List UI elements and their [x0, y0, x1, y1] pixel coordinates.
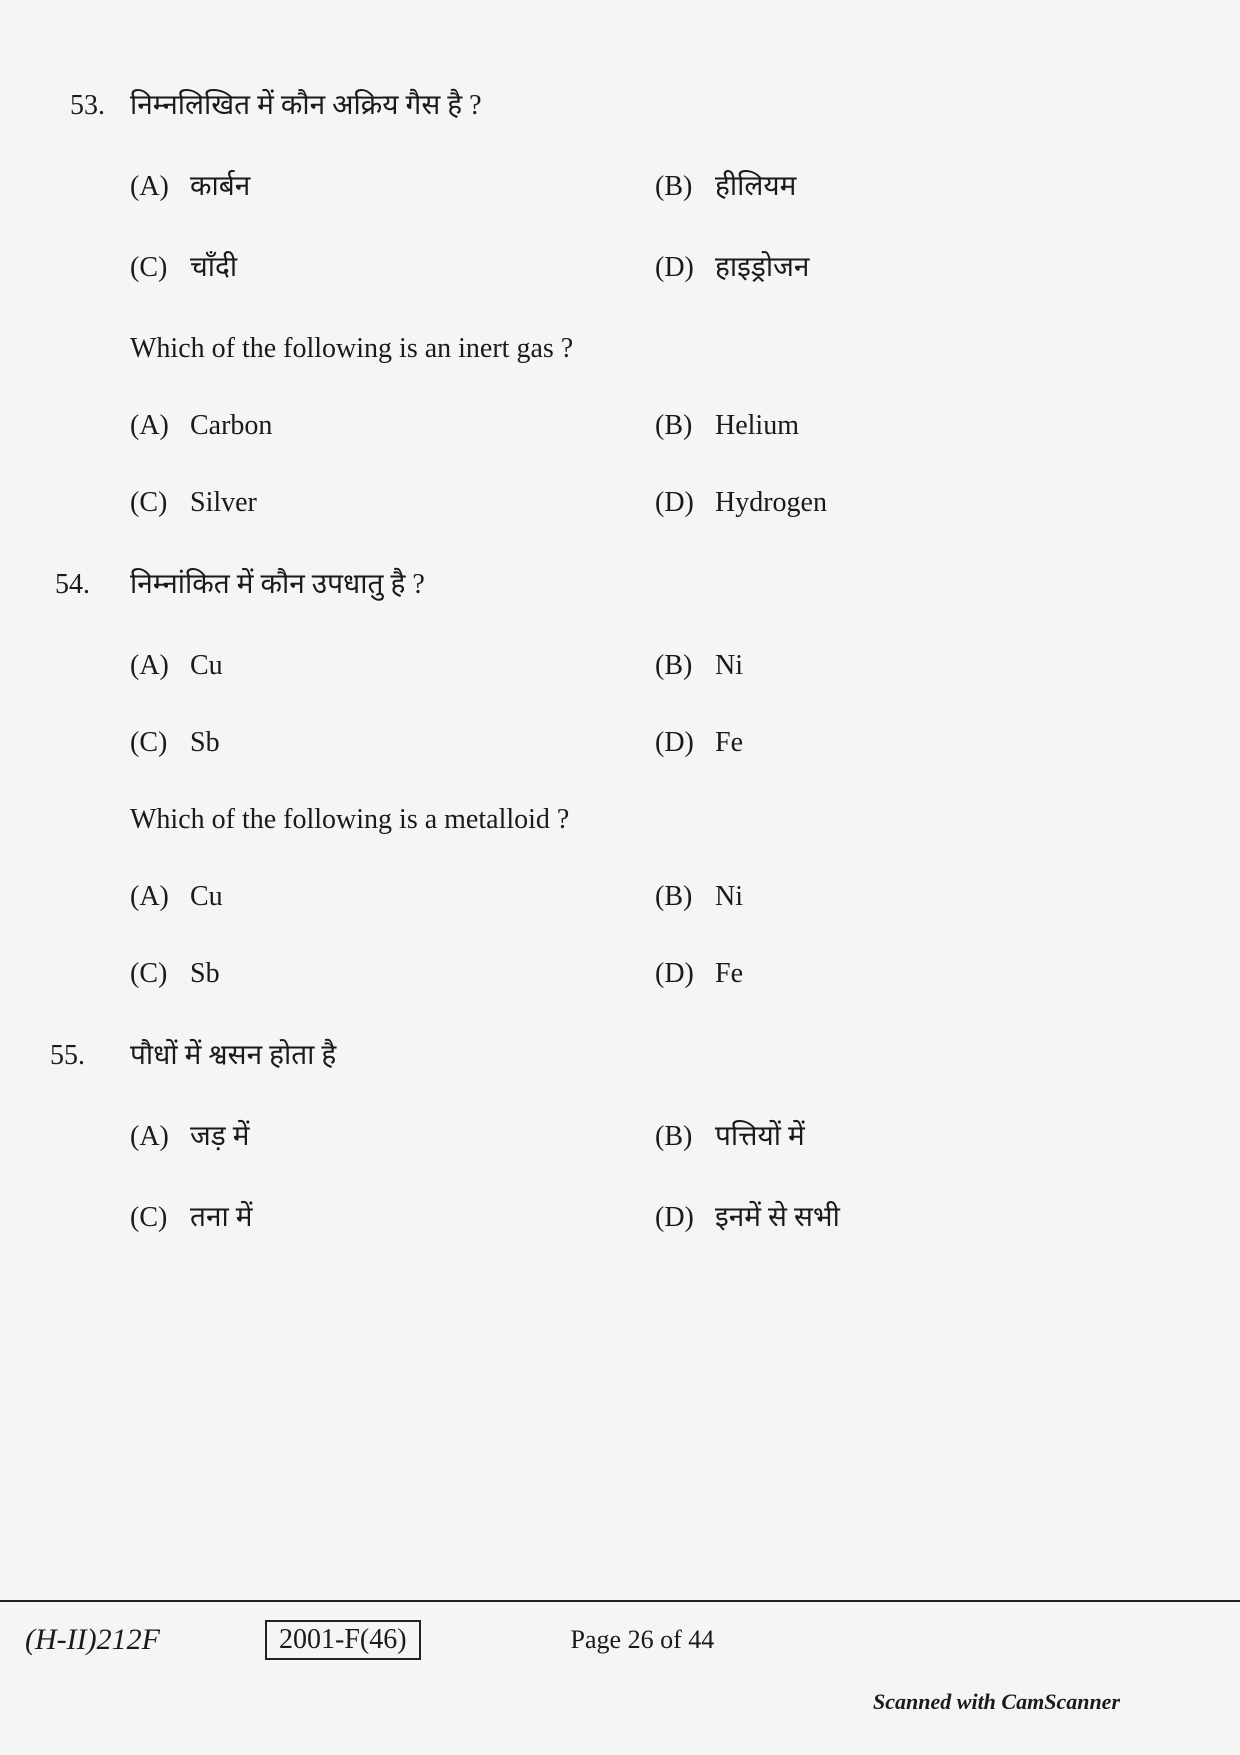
option-text: Ni	[715, 650, 1180, 682]
question-number: 53.	[50, 90, 130, 122]
option-text: Cu	[190, 650, 655, 682]
option-label: (C)	[130, 958, 190, 990]
option-label: (C)	[130, 1202, 190, 1234]
footer-code-left: (H-II)212F	[25, 1623, 265, 1657]
option-a: (A) जड़ में	[130, 1121, 655, 1157]
page-footer: (H-II)212F 2001-F(46) Page 26 of 44	[0, 1600, 1240, 1660]
options-row: (A) Carbon (B) Helium	[130, 410, 1180, 442]
question-number: 54.	[50, 569, 130, 601]
options-row: (A) Cu (B) Ni	[130, 650, 1180, 682]
option-label: (A)	[130, 171, 190, 203]
option-a: (A) Cu	[130, 650, 655, 682]
option-label: (B)	[655, 1121, 715, 1153]
question-53: 53. निम्नलिखित में कौन अक्रिय गैस है ? (…	[50, 90, 1180, 519]
option-text: Sb	[190, 958, 655, 990]
option-label: (A)	[130, 410, 190, 442]
question-text-hi: निम्नलिखित में कौन अक्रिय गैस है ?	[130, 90, 1180, 126]
option-text: चाँदी	[190, 252, 655, 288]
option-label: (D)	[655, 958, 715, 990]
option-text: Helium	[715, 410, 1180, 442]
option-c: (C) तना में	[130, 1202, 655, 1238]
option-text: Cu	[190, 881, 655, 913]
footer-code-mid: 2001-F(46)	[265, 1620, 421, 1660]
option-text: Fe	[715, 727, 1180, 759]
option-d: (D) Fe	[655, 958, 1180, 990]
options-row: (A) Cu (B) Ni	[130, 881, 1180, 913]
option-text: Fe	[715, 958, 1180, 990]
option-b: (B) Ni	[655, 881, 1180, 913]
option-c: (C) Silver	[130, 487, 655, 519]
exam-page: 53. निम्नलिखित में कौन अक्रिय गैस है ? (…	[0, 0, 1240, 1755]
question-text-en: Which of the following is a metalloid ?	[130, 804, 1180, 836]
footer-page-number: Page 26 of 44	[571, 1625, 715, 1655]
option-text: तना में	[190, 1202, 655, 1238]
options-row: (C) चाँदी (D) हाइड्रोजन	[130, 252, 1180, 288]
option-b: (B) Helium	[655, 410, 1180, 442]
option-label: (B)	[655, 410, 715, 442]
option-text: कार्बन	[190, 171, 655, 207]
option-text: जड़ में	[190, 1121, 655, 1157]
option-d: (D) Hydrogen	[655, 487, 1180, 519]
option-text: हाइड्रोजन	[715, 252, 1180, 288]
option-a: (A) कार्बन	[130, 171, 655, 207]
option-label: (D)	[655, 727, 715, 759]
option-label: (A)	[130, 881, 190, 913]
question-text-hi: पौधों में श्वसन होता है	[130, 1040, 1180, 1076]
options-row: (A) कार्बन (B) हीलियम	[130, 171, 1180, 207]
option-text: Sb	[190, 727, 655, 759]
scanned-watermark: Scanned with CamScanner	[873, 1689, 1120, 1715]
option-d: (D) Fe	[655, 727, 1180, 759]
option-a: (A) Cu	[130, 881, 655, 913]
option-label: (C)	[130, 487, 190, 519]
option-text: Ni	[715, 881, 1180, 913]
options-row: (C) तना में (D) इनमें से सभी	[130, 1202, 1180, 1238]
options-row: (A) जड़ में (B) पत्तियों में	[130, 1121, 1180, 1157]
option-text: इनमें से सभी	[715, 1202, 1180, 1238]
option-text: Carbon	[190, 410, 655, 442]
question-row: 55. पौधों में श्वसन होता है	[50, 1040, 1180, 1076]
option-label: (B)	[655, 171, 715, 203]
option-text: पत्तियों में	[715, 1121, 1180, 1157]
options-row: (C) Sb (D) Fe	[130, 727, 1180, 759]
option-label: (B)	[655, 881, 715, 913]
option-d: (D) इनमें से सभी	[655, 1202, 1180, 1238]
question-number: 55.	[50, 1040, 130, 1072]
option-label: (D)	[655, 252, 715, 284]
option-label: (D)	[655, 487, 715, 519]
option-c: (C) Sb	[130, 958, 655, 990]
question-54: 54. निम्नांकित में कौन उपधातु है ? (A) C…	[50, 569, 1180, 990]
option-label: (A)	[130, 650, 190, 682]
option-d: (D) हाइड्रोजन	[655, 252, 1180, 288]
options-row: (C) Sb (D) Fe	[130, 958, 1180, 990]
option-b: (B) Ni	[655, 650, 1180, 682]
option-b: (B) पत्तियों में	[655, 1121, 1180, 1157]
option-c: (C) Sb	[130, 727, 655, 759]
question-text-en: Which of the following is an inert gas ?	[130, 333, 1180, 365]
question-row: 53. निम्नलिखित में कौन अक्रिय गैस है ?	[50, 90, 1180, 126]
option-c: (C) चाँदी	[130, 252, 655, 288]
question-row: 54. निम्नांकित में कौन उपधातु है ?	[50, 569, 1180, 605]
option-b: (B) हीलियम	[655, 171, 1180, 207]
option-label: (A)	[130, 1121, 190, 1153]
option-text: Silver	[190, 487, 655, 519]
option-text: Hydrogen	[715, 487, 1180, 519]
question-55: 55. पौधों में श्वसन होता है (A) जड़ में …	[50, 1040, 1180, 1238]
option-label: (B)	[655, 650, 715, 682]
option-label: (C)	[130, 252, 190, 284]
option-a: (A) Carbon	[130, 410, 655, 442]
option-text: हीलियम	[715, 171, 1180, 207]
question-text-hi: निम्नांकित में कौन उपधातु है ?	[130, 569, 1180, 605]
option-label: (D)	[655, 1202, 715, 1234]
option-label: (C)	[130, 727, 190, 759]
options-row: (C) Silver (D) Hydrogen	[130, 487, 1180, 519]
